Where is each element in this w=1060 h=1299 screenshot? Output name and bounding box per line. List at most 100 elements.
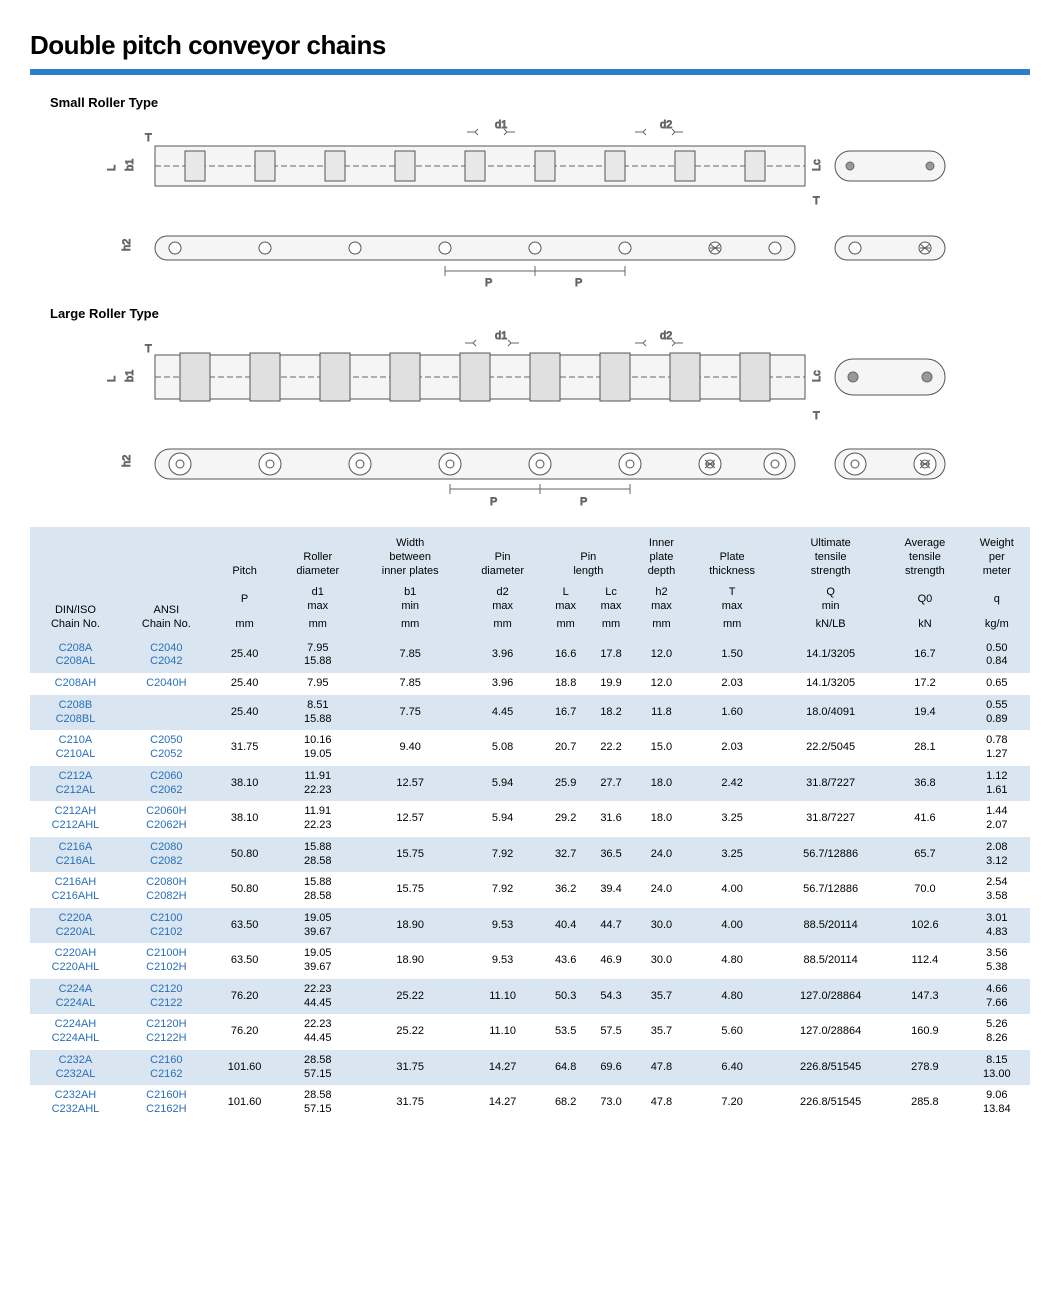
cell-p: 101.60 bbox=[212, 1085, 278, 1121]
cell-ansi bbox=[121, 695, 212, 731]
cell-d2: 3.96 bbox=[462, 673, 543, 695]
cell-Q0: 112.4 bbox=[886, 943, 963, 979]
label-d1: d1 bbox=[495, 119, 507, 131]
table-row: C220AH C220AHLC2100H C2102H63.5019.05 39… bbox=[30, 943, 1030, 979]
cell-ansi: C2160 C2162 bbox=[121, 1050, 212, 1086]
cell-Q: 226.8/51545 bbox=[775, 1085, 886, 1121]
cell-ansi: C2160H C2162H bbox=[121, 1085, 212, 1121]
label-P2b: P bbox=[580, 496, 587, 508]
diagram-large-roller: d1 d2 L b1 T Lc T h2 bbox=[95, 327, 965, 517]
hdr-Qh: Q min bbox=[775, 584, 886, 616]
u-knlb: kN/LB bbox=[775, 616, 886, 638]
subtitle-small: Small Roller Type bbox=[50, 95, 1030, 110]
label-Lcb: Lc bbox=[811, 370, 823, 382]
label-b1b: b1 bbox=[124, 370, 136, 382]
cell-L: 53.5 bbox=[543, 1014, 588, 1050]
cell-d2: 5.94 bbox=[462, 801, 543, 837]
label-T2: T bbox=[813, 195, 820, 207]
cell-d2: 7.92 bbox=[462, 872, 543, 908]
cell-q: 0.50 0.84 bbox=[964, 638, 1030, 674]
cell-din: C208A C208AL bbox=[30, 638, 121, 674]
cell-Q: 31.8/7227 bbox=[775, 766, 886, 802]
cell-h2: 30.0 bbox=[634, 908, 689, 944]
cell-p: 25.40 bbox=[212, 673, 278, 695]
cell-ansi: C2040H bbox=[121, 673, 212, 695]
cell-b1: 12.57 bbox=[358, 801, 462, 837]
u-mm4: mm bbox=[462, 616, 543, 638]
cell-h2: 35.7 bbox=[634, 979, 689, 1015]
label-d1b: d1 bbox=[495, 330, 507, 342]
cell-p: 63.50 bbox=[212, 908, 278, 944]
cell-q: 0.55 0.89 bbox=[964, 695, 1030, 731]
u-mm7: mm bbox=[634, 616, 689, 638]
cell-Lc: 54.3 bbox=[588, 979, 633, 1015]
cell-Lc: 18.2 bbox=[588, 695, 633, 731]
cell-h2: 12.0 bbox=[634, 673, 689, 695]
cell-d2: 5.08 bbox=[462, 730, 543, 766]
u-mm2: mm bbox=[277, 616, 358, 638]
table-row: C208B C208BL25.408.51 15.887.754.4516.71… bbox=[30, 695, 1030, 731]
cell-d1: 15.88 28.58 bbox=[277, 837, 358, 873]
cell-Lc: 44.7 bbox=[588, 908, 633, 944]
cell-d2: 5.94 bbox=[462, 766, 543, 802]
cell-b1: 9.40 bbox=[358, 730, 462, 766]
cell-T: 7.20 bbox=[689, 1085, 775, 1121]
cell-p: 31.75 bbox=[212, 730, 278, 766]
cell-ansi: C2080 C2082 bbox=[121, 837, 212, 873]
hdr-q: q bbox=[964, 584, 1030, 616]
cell-d2: 11.10 bbox=[462, 1014, 543, 1050]
hdr-weight: Weight per meter bbox=[964, 527, 1030, 584]
u-mm8: mm bbox=[689, 616, 775, 638]
u-kn: kN bbox=[886, 616, 963, 638]
table-row: C216A C216ALC2080 C208250.8015.88 28.581… bbox=[30, 837, 1030, 873]
cell-q: 8.15 13.00 bbox=[964, 1050, 1030, 1086]
cell-d2: 9.53 bbox=[462, 908, 543, 944]
cell-h2: 18.0 bbox=[634, 766, 689, 802]
cell-d2: 3.96 bbox=[462, 638, 543, 674]
cell-b1: 7.85 bbox=[358, 638, 462, 674]
cell-d2: 4.45 bbox=[462, 695, 543, 731]
cell-Q: 14.1/3205 bbox=[775, 638, 886, 674]
hdr-pinl: Pin length bbox=[543, 527, 634, 584]
cell-p: 76.20 bbox=[212, 979, 278, 1015]
cell-din: C210A C210AL bbox=[30, 730, 121, 766]
u-kgm: kg/m bbox=[964, 616, 1030, 638]
table-row: C212AH C212AHLC2060H C2062H38.1011.91 22… bbox=[30, 801, 1030, 837]
cell-h2: 30.0 bbox=[634, 943, 689, 979]
cell-Q: 31.8/7227 bbox=[775, 801, 886, 837]
cell-ansi: C2080H C2082H bbox=[121, 872, 212, 908]
cell-T: 4.80 bbox=[689, 943, 775, 979]
hdr-width: Width between inner plates bbox=[358, 527, 462, 584]
cell-q: 2.08 3.12 bbox=[964, 837, 1030, 873]
cell-Q: 127.0/28864 bbox=[775, 1014, 886, 1050]
cell-Q0: 160.9 bbox=[886, 1014, 963, 1050]
cell-Q0: 36.8 bbox=[886, 766, 963, 802]
cell-din: C216A C216AL bbox=[30, 837, 121, 873]
cell-Lc: 19.9 bbox=[588, 673, 633, 695]
cell-din: C220A C220AL bbox=[30, 908, 121, 944]
cell-Q0: 285.8 bbox=[886, 1085, 963, 1121]
cell-T: 4.00 bbox=[689, 872, 775, 908]
cell-T: 6.40 bbox=[689, 1050, 775, 1086]
table-row: C210A C210ALC2050 C205231.7510.16 19.059… bbox=[30, 730, 1030, 766]
cell-T: 2.42 bbox=[689, 766, 775, 802]
cell-d1: 19.05 39.67 bbox=[277, 908, 358, 944]
cell-d2: 14.27 bbox=[462, 1050, 543, 1086]
title-bar bbox=[30, 69, 1030, 75]
cell-b1: 15.75 bbox=[358, 837, 462, 873]
cell-p: 101.60 bbox=[212, 1050, 278, 1086]
cell-q: 3.01 4.83 bbox=[964, 908, 1030, 944]
cell-L: 64.8 bbox=[543, 1050, 588, 1086]
hdr-ansi: ANSI Chain No. bbox=[121, 527, 212, 638]
cell-ansi: C2060H C2062H bbox=[121, 801, 212, 837]
cell-Lc: 73.0 bbox=[588, 1085, 633, 1121]
cell-b1: 7.85 bbox=[358, 673, 462, 695]
cell-d1: 7.95 bbox=[277, 673, 358, 695]
cell-h2: 24.0 bbox=[634, 872, 689, 908]
label-h2b: h2 bbox=[121, 455, 133, 467]
label-L: L bbox=[106, 165, 118, 171]
cell-ansi: C2120 C2122 bbox=[121, 979, 212, 1015]
table-row: C212A C212ALC2060 C206238.1011.91 22.231… bbox=[30, 766, 1030, 802]
cell-p: 50.80 bbox=[212, 872, 278, 908]
cell-L: 18.8 bbox=[543, 673, 588, 695]
